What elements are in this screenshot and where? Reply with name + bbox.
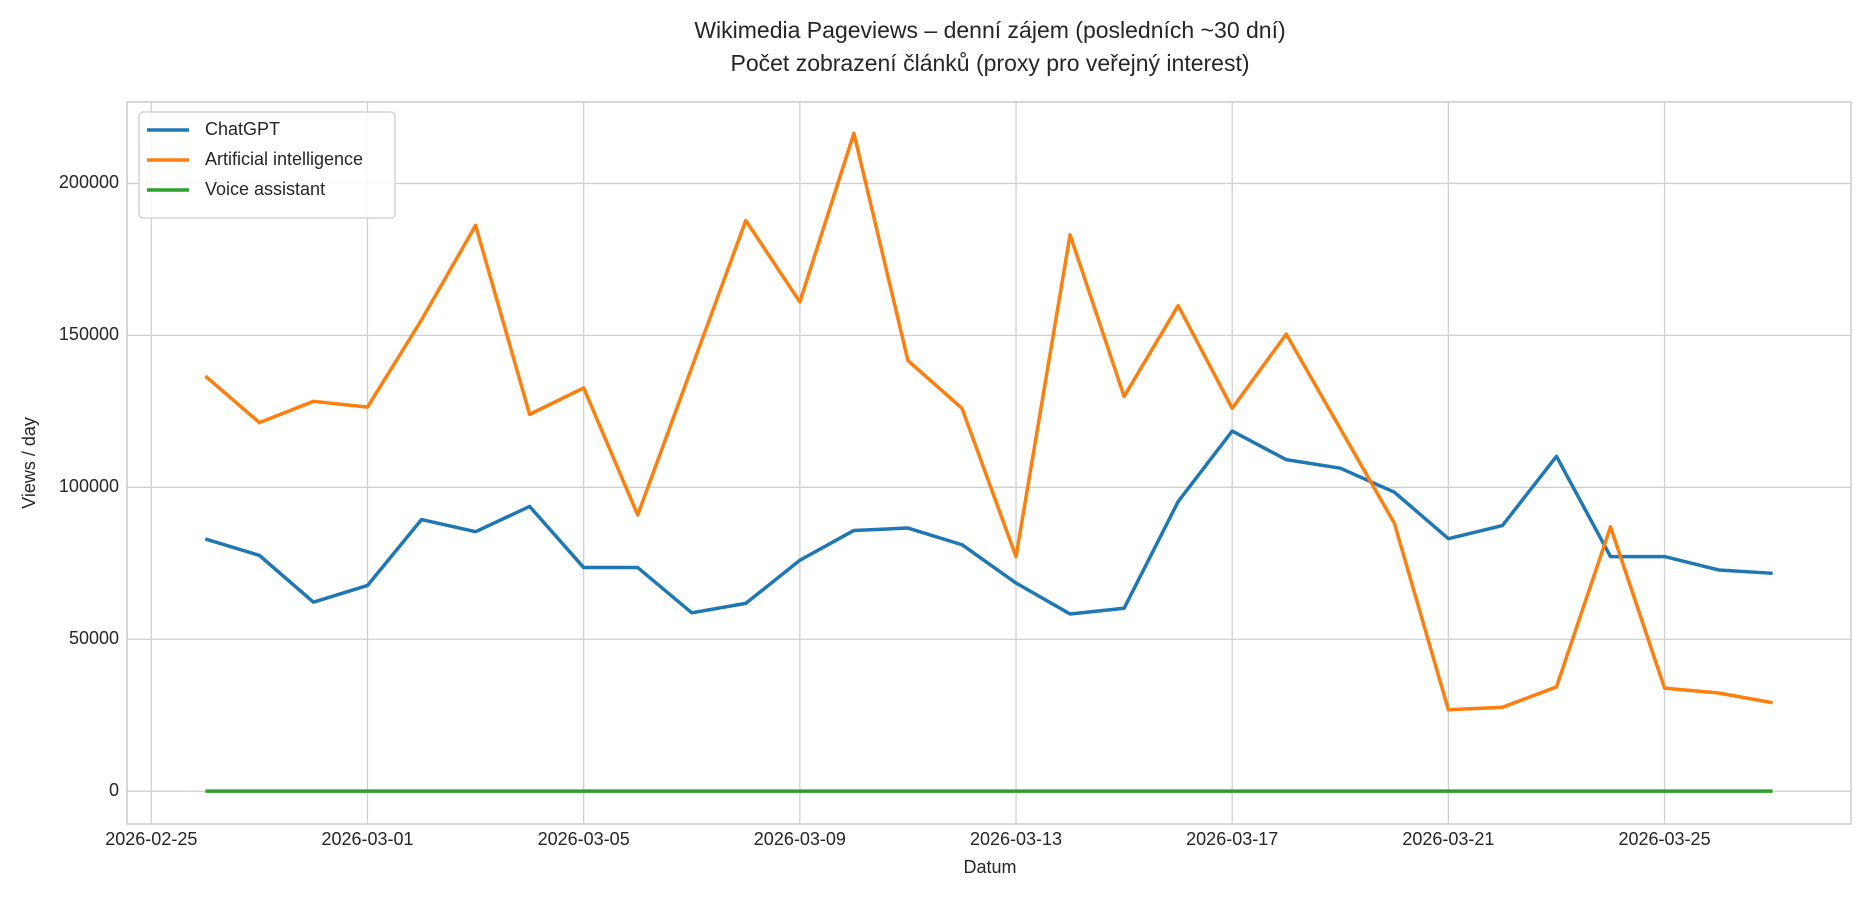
legend-label: Voice assistant	[205, 179, 325, 199]
legend-label: Artificial intelligence	[205, 149, 363, 169]
x-tick-label: 2026-03-01	[321, 829, 413, 849]
x-axis-label: Datum	[963, 857, 1016, 877]
y-tick-label: 200000	[59, 172, 119, 192]
x-tick-label: 2026-03-05	[538, 829, 630, 849]
legend-box	[138, 111, 396, 219]
x-tick-label: 2026-03-09	[754, 829, 846, 849]
x-tick-label: 2026-02-25	[105, 829, 197, 849]
series-line	[204, 131, 1773, 712]
y-axis-label: Views / day	[19, 417, 39, 509]
x-tick-label: 2026-03-21	[1402, 829, 1494, 849]
series-line	[204, 429, 1773, 616]
legend-label: ChatGPT	[205, 119, 280, 139]
x-tick-label: 2026-03-17	[1186, 829, 1278, 849]
y-tick-label: 150000	[59, 324, 119, 344]
y-tick-label: 0	[109, 780, 119, 800]
y-tick-label: 100000	[59, 476, 119, 496]
x-tick-label: 2026-03-13	[970, 829, 1062, 849]
chart-subtitle: Počet zobrazení článků (proxy pro veřejn…	[730, 50, 1249, 76]
plot-frame	[126, 101, 1852, 825]
chart-title: Wikimedia Pageviews – denní zájem (posle…	[694, 17, 1285, 43]
x-tick-label: 2026-03-25	[1619, 829, 1711, 849]
legend: ChatGPT Artificial intelligence Voice assi…	[138, 111, 396, 219]
y-tick-label: 50000	[69, 628, 119, 648]
